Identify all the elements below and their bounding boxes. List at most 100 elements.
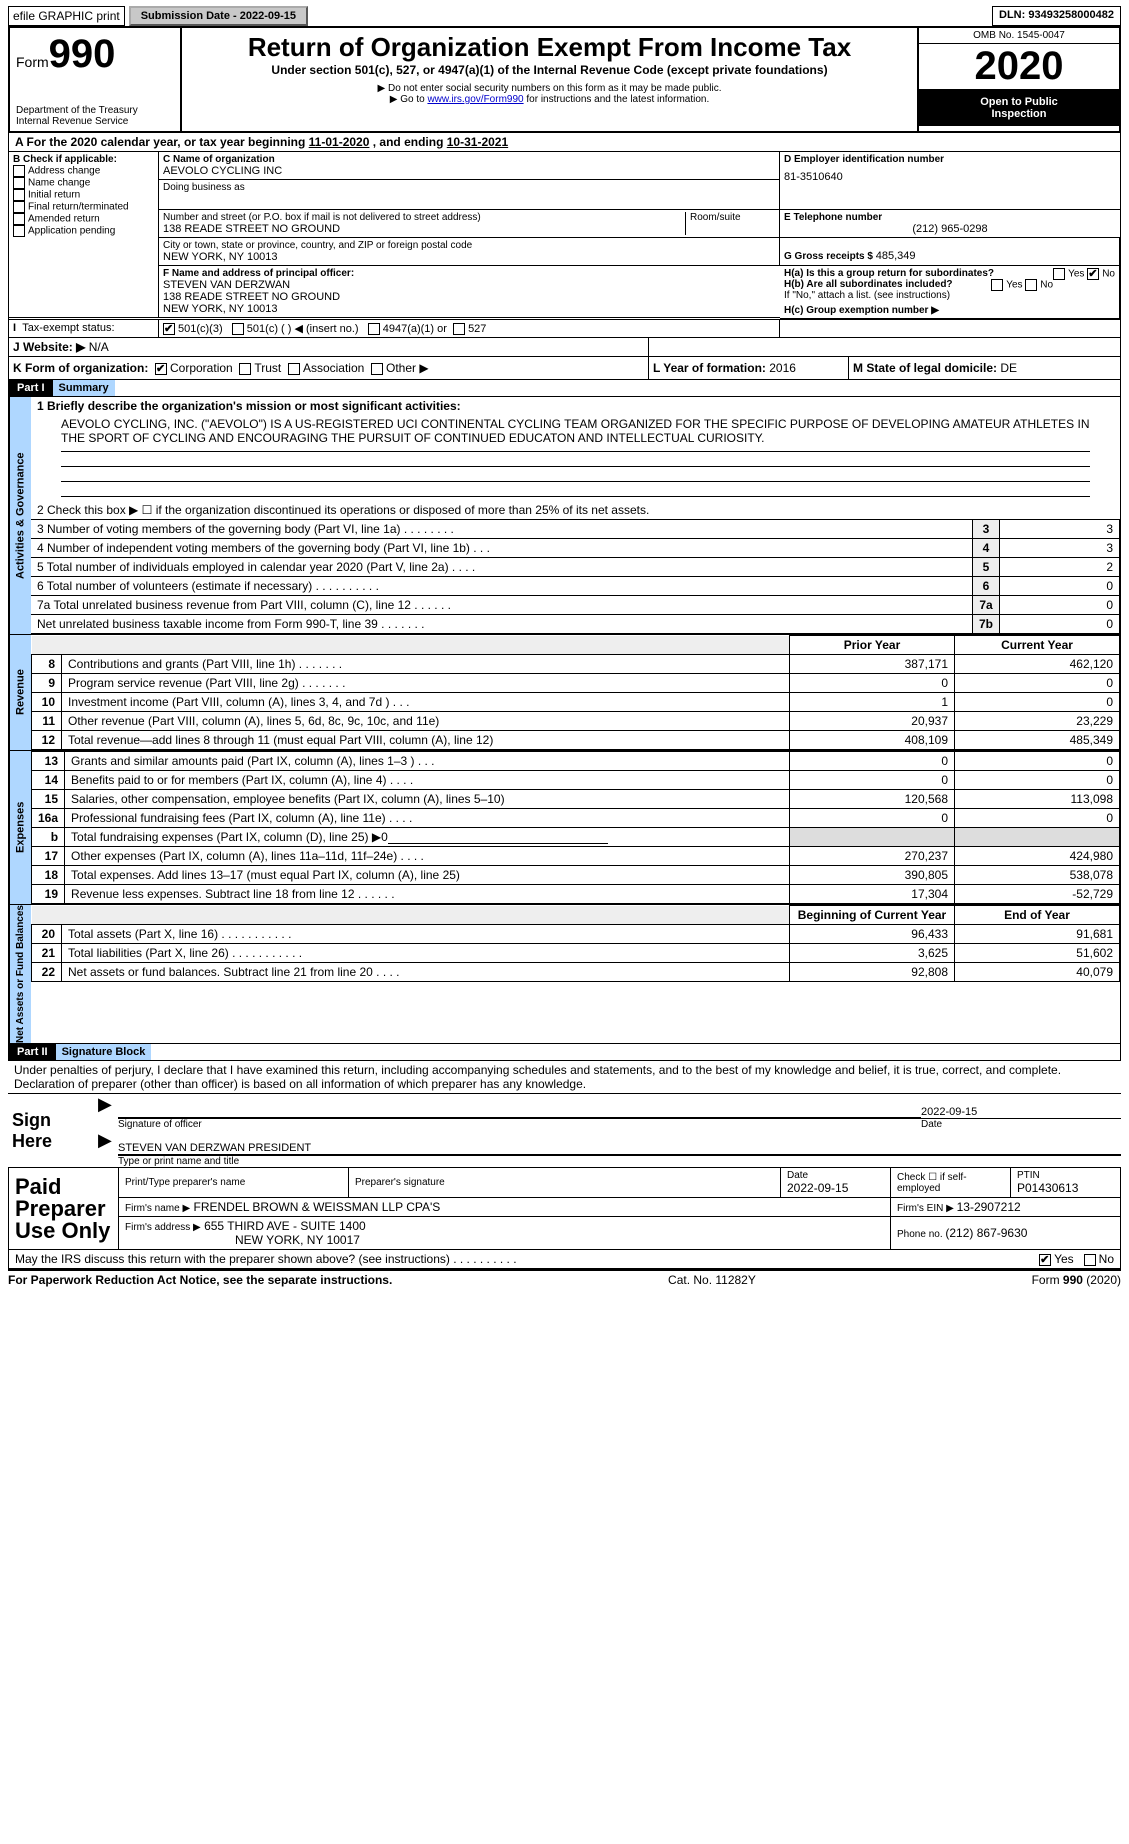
org-city: NEW YORK, NY 10013 — [163, 251, 775, 263]
ptin-value: P01430613 — [1017, 1181, 1114, 1195]
form-990-label: Form990 — [16, 32, 174, 77]
h-note: If "No," attach a list. (see instruction… — [784, 290, 1115, 301]
period-line: A For the 2020 calendar year, or tax yea… — [8, 133, 1121, 152]
chk-501c3[interactable] — [163, 323, 175, 335]
box-d: D Employer identification number 81-3510… — [780, 152, 1120, 210]
officer-name: STEVEN VAN DERZWAN — [163, 279, 776, 291]
footer: For Paperwork Reduction Act Notice, see … — [8, 1269, 1121, 1287]
mission-text: AEVOLO CYCLING, INC. ("AEVOLO") IS A US-… — [31, 415, 1120, 447]
gross-value: 485,349 — [876, 250, 916, 262]
state-domicile: DE — [1000, 361, 1017, 375]
chk-assoc[interactable] — [288, 363, 300, 375]
declaration-text: Under penalties of perjury, I declare th… — [8, 1061, 1121, 1093]
open-public-2: Inspection — [925, 108, 1113, 120]
chk-name-change[interactable] — [13, 177, 25, 189]
dln-box: DLN: 93493258000482 — [992, 6, 1121, 26]
chk-4947[interactable] — [368, 323, 380, 335]
chk-527[interactable] — [453, 323, 465, 335]
box-c-street: Number and street (or P.O. box if mail i… — [159, 210, 780, 238]
side-netassets: Net Assets or Fund Balances — [9, 905, 31, 1043]
summary-expenses: Expenses 13Grants and similar amounts pa… — [8, 751, 1121, 905]
submission-date: 2022-09-15 — [240, 10, 296, 22]
part2-title: Signature Block — [56, 1044, 152, 1060]
c-name-label: C Name of organization — [163, 154, 775, 165]
netassets-table: Beginning of Current YearEnd of Year 20T… — [31, 905, 1120, 982]
side-revenue: Revenue — [9, 635, 31, 750]
table-row: 10Investment income (Part VIII, column (… — [32, 693, 1120, 712]
chk-initial-return[interactable] — [13, 189, 25, 201]
phone-label: E Telephone number — [784, 212, 1116, 223]
website-value: N/A — [89, 340, 109, 354]
side-expenses: Expenses — [9, 751, 31, 904]
info-grid: B Check if applicable: Address change Na… — [8, 152, 1121, 320]
chk-ha-yes[interactable] — [1053, 268, 1065, 280]
tax-exempt-row: I Tax-exempt status: 501(c)(3) 501(c) ( … — [8, 320, 1121, 338]
officer-label: F Name and address of principal officer: — [163, 268, 776, 279]
efile-label: efile GRAPHIC print — [13, 9, 120, 23]
chk-hb-no[interactable] — [1025, 279, 1037, 291]
form-title: Return of Organization Exempt From Incom… — [188, 32, 911, 63]
summary-netassets: Net Assets or Fund Balances Beginning of… — [8, 905, 1121, 1044]
dln-value: 93493258000482 — [1028, 9, 1114, 21]
form-right-cell: OMB No. 1545-0047 2020 Open to Public In… — [919, 28, 1119, 131]
city-label: City or town, state or province, country… — [163, 240, 775, 251]
ein-label: D Employer identification number — [784, 154, 1116, 165]
treasury-line2: Internal Revenue Service — [16, 116, 174, 127]
part1-header: Part ISummary — [8, 380, 1121, 397]
box-f: F Name and address of principal officer:… — [159, 266, 780, 318]
sign-here-label: Sign Here — [8, 1094, 98, 1167]
chk-app-pending[interactable] — [13, 225, 25, 237]
box-g: G Gross receipts $ 485,349 — [780, 238, 1120, 266]
table-row: 20Total assets (Part X, line 16) . . . .… — [32, 925, 1120, 944]
form990-link[interactable]: www.irs.gov/Form990 — [427, 94, 523, 105]
website-row: J Website: ▶ N/A — [8, 338, 1121, 357]
table-row: bTotal fundraising expenses (Part IX, co… — [32, 828, 1120, 847]
chk-ha-no[interactable] — [1087, 268, 1099, 280]
chk-hb-yes[interactable] — [991, 279, 1003, 291]
part1-bar: Part I — [9, 380, 53, 396]
chk-trust[interactable] — [239, 363, 251, 375]
officer-addr1: 138 READE STREET NO GROUND — [163, 291, 776, 303]
omb-number: OMB No. 1545-0047 — [919, 28, 1119, 44]
submission-button[interactable]: Submission Date - 2022-09-15 — [129, 6, 308, 26]
table-row: 14Benefits paid to or for members (Part … — [32, 771, 1120, 790]
submission-label: Submission Date - — [141, 10, 240, 22]
year-formation: 2016 — [769, 361, 796, 375]
chk-other[interactable] — [371, 363, 383, 375]
box-b-title: B Check if applicable: — [13, 154, 154, 165]
chk-address-change[interactable] — [13, 165, 25, 177]
form-title-cell: Return of Organization Exempt From Incom… — [180, 28, 919, 131]
tax-year: 2020 — [919, 44, 1119, 90]
side-activities: Activities & Governance — [9, 397, 31, 634]
sig-name-label: Type or print name and title — [118, 1155, 1121, 1167]
box-c-dba: Doing business as — [159, 180, 780, 210]
sig-officer-label: Signature of officer — [118, 1118, 921, 1130]
table-row: 13Grants and similar amounts paid (Part … — [32, 752, 1120, 771]
h-c: H(c) Group exemption number ▶ — [784, 305, 1115, 316]
part2-bar: Part II — [9, 1044, 56, 1060]
firm-addr1: 655 THIRD AVE - SUITE 1400 — [204, 1219, 366, 1233]
form-org-row: K Form of organization: Corporation Trus… — [8, 357, 1121, 380]
box-b: B Check if applicable: Address change Na… — [9, 152, 159, 318]
footer-left: For Paperwork Reduction Act Notice, see … — [8, 1273, 392, 1287]
period-end: 10-31-2021 — [447, 135, 508, 149]
table-row: 8Contributions and grants (Part VIII, li… — [32, 655, 1120, 674]
phone-value: (212) 965-0298 — [784, 223, 1116, 235]
chk-501c[interactable] — [232, 323, 244, 335]
chk-amended-return[interactable] — [13, 213, 25, 225]
arrow-icon: ▶ — [98, 1130, 118, 1167]
chk-discuss-yes[interactable] — [1039, 1254, 1051, 1266]
form-id-cell: Form990 Department of the Treasury Inter… — [10, 28, 180, 131]
chk-discuss-no[interactable] — [1084, 1254, 1096, 1266]
box-h: H(a) Is this a group return for subordin… — [780, 266, 1120, 319]
room-label: Room/suite — [690, 212, 775, 223]
form-note1: ▶ Do not enter social security numbers o… — [188, 83, 911, 94]
form-note2: ▶ Go to www.irs.gov/Form990 for instruct… — [188, 94, 911, 105]
chk-final-return[interactable] — [13, 201, 25, 213]
footer-right: Form 990 (2020) — [1032, 1273, 1121, 1287]
revenue-table: Prior YearCurrent Year 8Contributions an… — [31, 635, 1120, 750]
chk-corp[interactable] — [155, 363, 167, 375]
treasury-line1: Department of the Treasury — [16, 105, 174, 116]
form-header: Form990 Department of the Treasury Inter… — [8, 26, 1121, 133]
open-public-1: Open to Public — [925, 96, 1113, 108]
